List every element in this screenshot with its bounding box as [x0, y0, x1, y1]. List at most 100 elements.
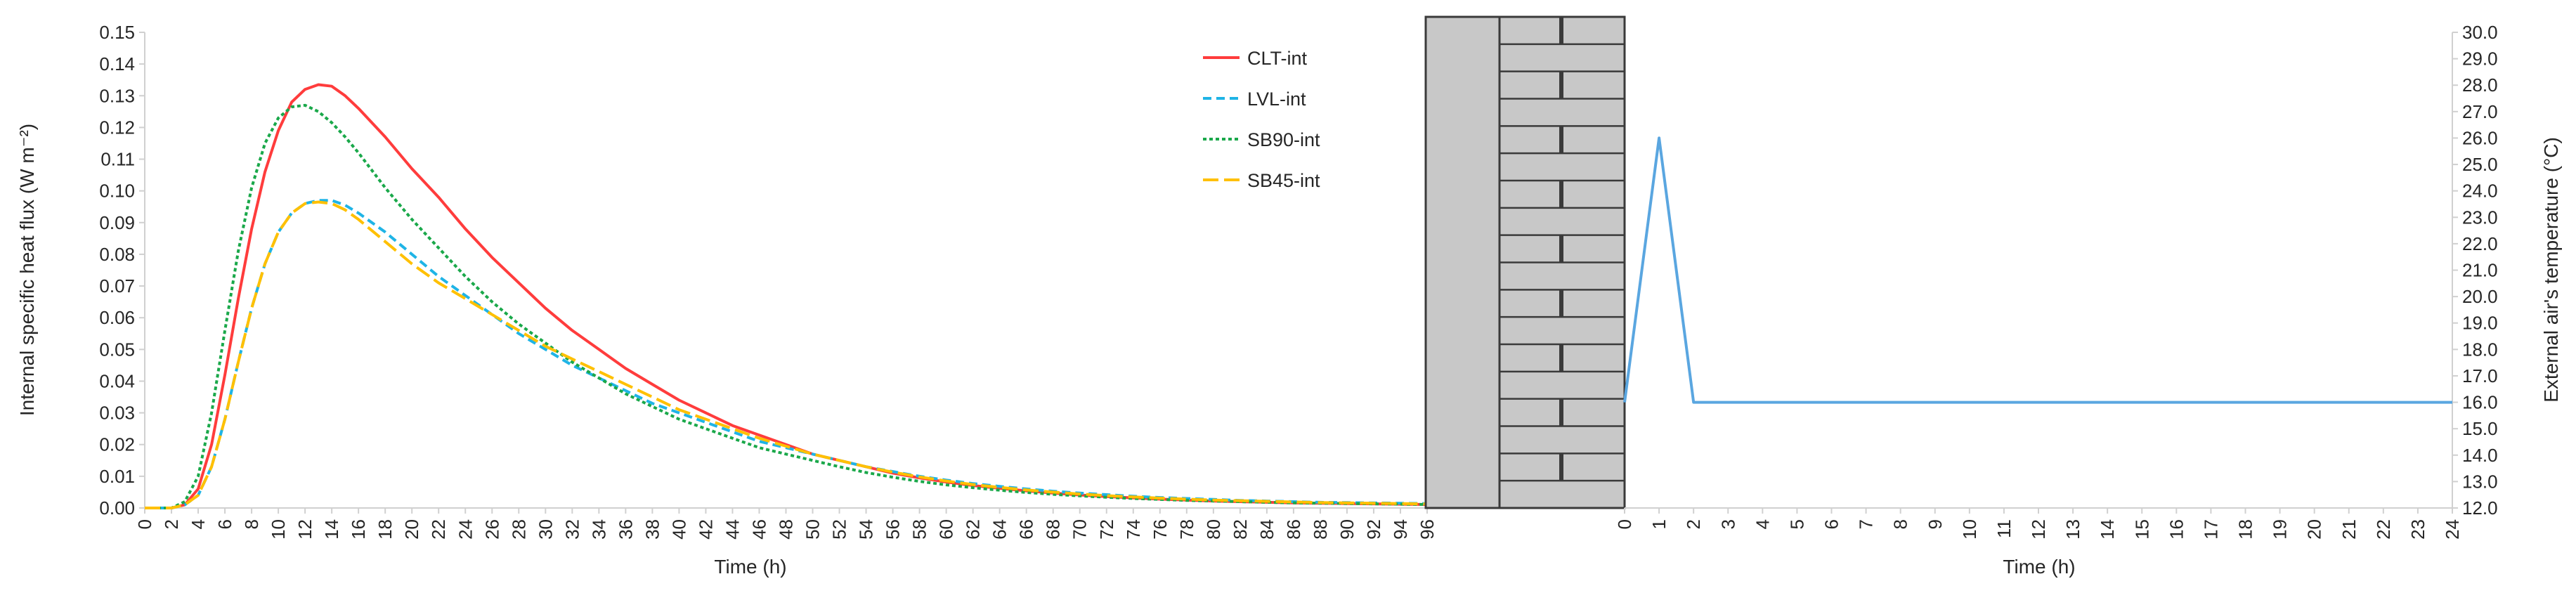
left-y-tick-label: 0.02 [99, 434, 135, 455]
right-x-tick-label: 6 [1821, 519, 1842, 529]
legend-label: SB90-int [1247, 129, 1320, 150]
left-x-tick-label: 68 [1043, 519, 1064, 540]
right-y-tick-label: 17.0 [2462, 365, 2498, 386]
wall-illustration [1424, 15, 1626, 509]
left-y-tick-label: 0.13 [99, 85, 135, 106]
series-line-lvl-int [145, 199, 1428, 509]
left-x-tick-label: 38 [642, 519, 663, 540]
left-x-tick-label: 14 [321, 519, 342, 540]
left-x-tick-label: 64 [989, 519, 1010, 540]
left-y-tick-label: 0.11 [100, 149, 135, 170]
series-line-sb45-int [145, 200, 1428, 509]
left-x-tick-label: 86 [1283, 519, 1304, 540]
right-y-tick-label: 18.0 [2462, 339, 2498, 360]
right-y-tick-label: 24.0 [2462, 181, 2498, 202]
right-x-tick-label: 22 [2373, 519, 2394, 540]
left-x-tick-label: 72 [1096, 519, 1117, 540]
left-x-tick-label: 6 [214, 519, 235, 529]
left-x-axis-label: Time (h) [714, 556, 786, 578]
left-x-tick-label: 92 [1363, 519, 1384, 540]
legend-label: SB45-int [1247, 170, 1320, 191]
right-x-axis-label: Time (h) [2003, 556, 2075, 578]
right-y-tick-label: 29.0 [2462, 48, 2498, 70]
right-y-tick-label: 15.0 [2462, 418, 2498, 439]
left-series-lines [145, 83, 1428, 509]
left-x-tick-label: 32 [561, 519, 583, 540]
right-x-tick-label: 9 [1925, 519, 1946, 529]
left-x-tick-label: 52 [829, 519, 850, 540]
left-x-tick-label: 70 [1069, 519, 1091, 540]
right-x-tick-label: 17 [2200, 519, 2221, 540]
left-x-tick-label: 94 [1390, 519, 1411, 540]
right-x-tick-label: 21 [2338, 519, 2360, 540]
right-x-tick-label: 24 [2442, 519, 2463, 540]
left-x-tick-label: 44 [722, 519, 743, 540]
left-x-tick-label: 82 [1230, 519, 1251, 540]
left-x-tick-label: 40 [668, 519, 689, 540]
left-x-tick-label: 76 [1150, 519, 1171, 540]
left-x-ticks: 0 2 4 6 8 10 12 14 16 18 20 22 24 26 28 30 32 34 36 38 40 42 4… [134, 508, 1438, 540]
right-x-tick-label: 18 [2235, 519, 2256, 540]
external-temperature-line [1623, 136, 2452, 404]
right-y-tick-label: 20.0 [2462, 286, 2498, 307]
right-y-tick-label: 30.0 [2462, 22, 2498, 43]
right-x-tick-label: 3 [1717, 519, 1738, 529]
left-x-tick-label: 84 [1256, 519, 1277, 540]
right-y-tick-label: 14.0 [2462, 445, 2498, 466]
left-y-tick-label: 0.09 [99, 212, 135, 233]
left-x-tick-label: 66 [1016, 519, 1037, 540]
left-y-tick-label: 0.12 [99, 117, 135, 138]
left-x-tick-label: 50 [802, 519, 824, 540]
left-y-tick-label: 0.07 [99, 275, 135, 296]
left-y-tick-label: 0.08 [99, 244, 135, 265]
left-y-tick-label: 0.14 [99, 53, 135, 74]
right-y-tick-label: 12.0 [2462, 497, 2498, 519]
right-x-tick-label: 20 [2304, 519, 2325, 540]
legend: CLT-int LVL-int SB90-int SB45-int [1203, 48, 1320, 191]
right-x-ticks: 0 1 2 3 4 5 6 7 8 9 10 11 12 13 14 15 16 17 18 19 20 21 22 23 24 [1614, 508, 2463, 540]
legend-label: LVL-int [1247, 89, 1306, 110]
left-y-tick-label: 0.05 [99, 339, 135, 360]
left-x-tick-label: 54 [856, 519, 877, 540]
right-x-tick-label: 8 [1890, 519, 1911, 529]
left-y-tick-label: 0.01 [99, 466, 135, 487]
right-y-tick-label: 16.0 [2462, 392, 2498, 413]
left-x-tick-label: 28 [508, 519, 529, 540]
left-x-tick-label: 10 [268, 519, 289, 540]
right-y-tick-label: 25.0 [2462, 154, 2498, 175]
left-x-tick-label: 46 [748, 519, 769, 540]
right-x-tick-label: 13 [2062, 519, 2083, 540]
right-y-tick-label: 26.0 [2462, 127, 2498, 148]
left-chart: 0.00 0.01 0.02 0.03 0.04 0.05 0.06 0.07 0.08 0.09… [16, 22, 1438, 578]
right-x-tick-label: 16 [2166, 519, 2187, 540]
right-x-tick-label: 5 [1786, 519, 1807, 529]
right-x-tick-label: 14 [2097, 519, 2118, 540]
wall-solid-layer [1424, 15, 1501, 509]
left-y-tick-label: 0.00 [99, 497, 135, 519]
right-series-lines [1623, 136, 2452, 404]
right-x-tick-label: 19 [2270, 519, 2291, 540]
left-x-tick-label: 42 [695, 519, 716, 540]
right-x-tick-label: 2 [1683, 519, 1704, 529]
right-y-tick-label: 23.0 [2462, 207, 2498, 228]
left-x-tick-label: 60 [936, 519, 957, 540]
right-x-tick-label: 7 [1856, 519, 1877, 529]
series-line-clt-int [145, 83, 1428, 509]
left-x-tick-label: 8 [241, 519, 262, 529]
left-x-tick-label: 22 [428, 519, 449, 540]
left-x-tick-label: 4 [188, 519, 209, 529]
left-x-tick-label: 24 [455, 519, 476, 540]
left-x-tick-label: 56 [883, 519, 904, 540]
left-x-tick-label: 62 [963, 519, 984, 540]
left-x-tick-label: 90 [1336, 519, 1358, 540]
left-y-tick-label: 0.06 [99, 307, 135, 328]
right-x-tick-label: 23 [2407, 519, 2428, 540]
left-x-tick-label: 36 [615, 519, 636, 540]
left-x-tick-label: 88 [1310, 519, 1331, 540]
left-x-tick-label: 78 [1176, 519, 1197, 540]
right-x-tick-label: 10 [1959, 519, 1980, 540]
right-chart: 0 1 2 3 4 5 6 7 8 9 10 11 12 13 14 15 16 17 18 19 20 21 22 23 24… [1614, 22, 2562, 578]
left-x-tick-label: 58 [909, 519, 930, 540]
right-y-tick-label: 28.0 [2462, 74, 2498, 96]
